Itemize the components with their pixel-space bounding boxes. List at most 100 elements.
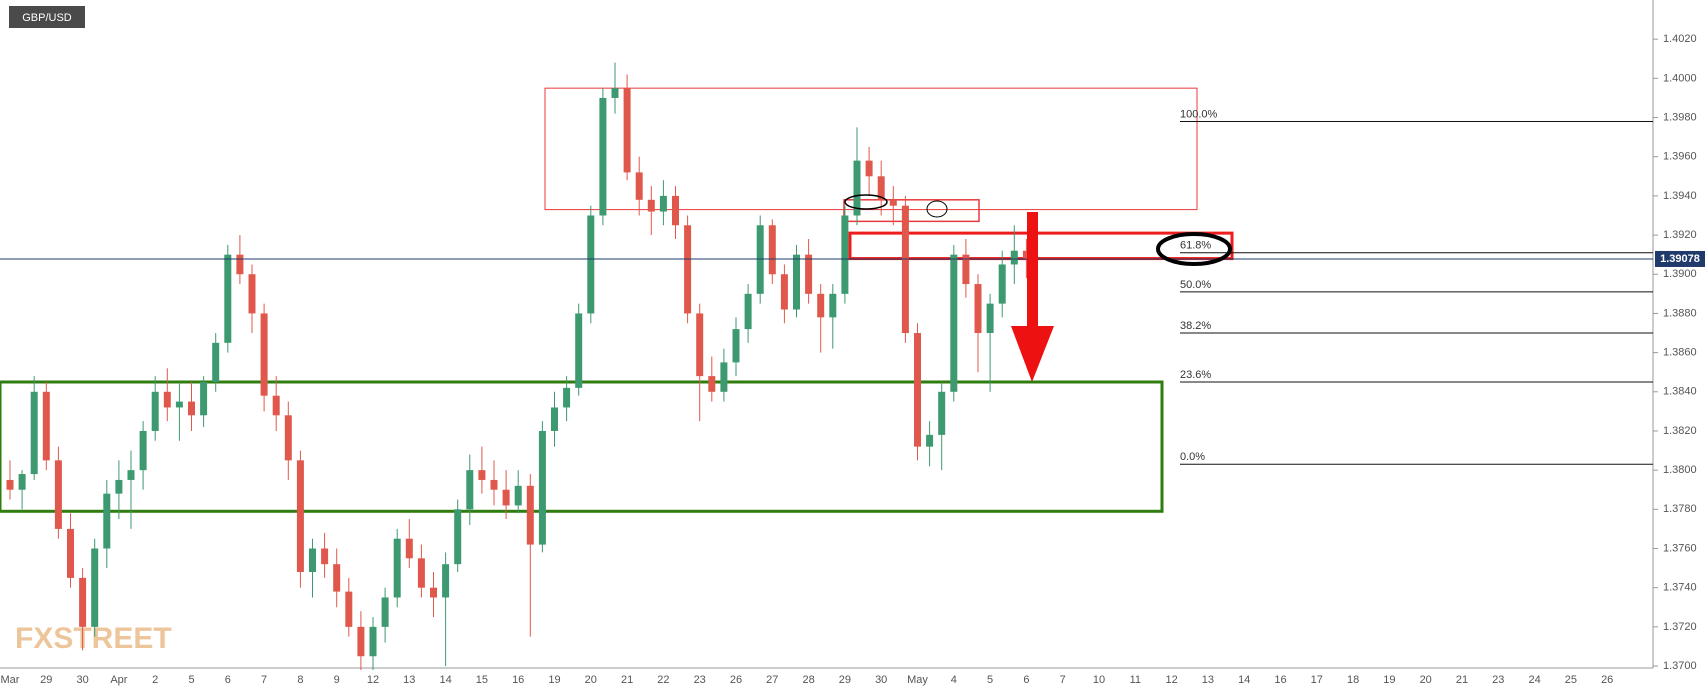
x-tick-label: 7 <box>261 674 267 686</box>
x-tick-label: 6 <box>1023 674 1029 686</box>
x-tick-label: 11 <box>1130 674 1141 686</box>
y-tick-label: 1.3880 <box>1663 307 1697 319</box>
candle-body <box>901 205 909 334</box>
candle-body <box>756 225 764 294</box>
zone <box>544 87 1198 211</box>
candle-body <box>587 215 595 314</box>
fib-label: 61.8% <box>1180 240 1211 252</box>
candle-body <box>6 479 14 490</box>
candle-body <box>478 470 486 480</box>
candle-body <box>659 195 667 212</box>
x-tick-label: 30 <box>875 674 887 686</box>
x-tick-label: 12 <box>367 674 379 686</box>
candle-body <box>611 88 619 98</box>
y-tick-label: 1.3980 <box>1663 111 1697 123</box>
fib-label: 100.0% <box>1180 108 1218 120</box>
candle-body <box>296 460 304 573</box>
candle-body <box>817 293 825 318</box>
candle-body <box>732 329 740 363</box>
x-tick-label: 18 <box>1347 674 1359 686</box>
x-tick-label: May <box>907 674 928 686</box>
x-tick-label: 28 <box>802 674 814 686</box>
last-price-label: 1.39078 <box>1660 253 1700 265</box>
y-tick-label: 1.3840 <box>1663 386 1697 398</box>
x-tick-label: 25 <box>1565 674 1577 686</box>
x-tick-label: 22 <box>657 674 669 686</box>
x-tick-label: Mar <box>1 674 20 686</box>
x-tick-label: 26 <box>730 674 742 686</box>
candle-body <box>744 293 752 330</box>
candle-body <box>623 88 631 173</box>
x-tick-label: 23 <box>1492 674 1504 686</box>
candle-body <box>224 254 232 343</box>
x-tick-label: 23 <box>694 674 706 686</box>
y-tick-label: 1.3940 <box>1663 190 1697 202</box>
candle-body <box>284 415 292 461</box>
x-tick-label: 20 <box>1420 674 1432 686</box>
y-tick-label: 1.3920 <box>1663 229 1697 241</box>
candle-body <box>853 160 861 216</box>
candle-body <box>175 401 183 408</box>
y-tick-label: 1.3780 <box>1663 503 1697 515</box>
candle-body <box>635 172 643 200</box>
x-tick-label: 16 <box>1274 674 1286 686</box>
candle-body <box>780 274 788 310</box>
watermark: FXSTREET <box>15 622 172 655</box>
candle-body <box>1022 250 1030 259</box>
x-tick-label: Apr <box>110 674 127 686</box>
candle-body <box>188 401 195 416</box>
candle-body <box>672 195 679 226</box>
candle-body <box>889 199 897 206</box>
candle-body <box>926 434 934 447</box>
fib-label: 23.6% <box>1180 369 1211 381</box>
x-tick-label: 8 <box>297 674 303 686</box>
candle-body <box>67 528 74 578</box>
candle-body <box>538 430 546 545</box>
candle-body <box>442 564 450 598</box>
y-tick-label: 1.3900 <box>1663 268 1697 280</box>
candle-body <box>563 387 571 408</box>
highlight-ellipse <box>1156 232 1232 266</box>
candle-body <box>417 558 425 588</box>
x-tick-label: 29 <box>40 674 52 686</box>
candle-body <box>91 548 99 627</box>
x-tick-label: 29 <box>839 674 851 686</box>
candle-body <box>1010 250 1018 265</box>
candle-body <box>42 391 50 461</box>
candle-body <box>696 313 704 377</box>
fib-label: 50.0% <box>1180 279 1211 291</box>
candle-body <box>575 313 583 388</box>
candle-body <box>18 474 26 490</box>
fib-label: 38.2% <box>1180 320 1211 332</box>
candle-body <box>309 548 316 573</box>
candle-body <box>127 470 135 480</box>
title-box <box>9 6 85 28</box>
candle-body <box>405 538 413 559</box>
last-price-box <box>1655 250 1705 267</box>
highlight-ellipse <box>926 200 948 218</box>
highlight-ellipse <box>844 194 888 210</box>
x-tick-label: 19 <box>1383 674 1395 686</box>
candle-body <box>938 391 946 435</box>
x-tick-label: 20 <box>585 674 597 686</box>
candle-body <box>502 489 510 506</box>
candle-body <box>393 538 401 598</box>
y-tick-label: 1.3800 <box>1663 464 1697 476</box>
y-tick-label: 1.3740 <box>1663 582 1697 594</box>
y-tick-label: 1.3960 <box>1663 151 1697 163</box>
x-tick-label: 4 <box>951 674 957 686</box>
x-tick-label: 14 <box>439 674 451 686</box>
candle-body <box>865 160 873 177</box>
candle-body <box>430 587 437 598</box>
candle-body <box>998 264 1006 304</box>
y-tick-label: 1.3820 <box>1663 425 1697 437</box>
candle-body <box>357 626 365 657</box>
y-tick-label: 1.4000 <box>1663 72 1697 84</box>
candle-body <box>236 254 244 275</box>
x-tick-label: 9 <box>334 674 340 686</box>
candle-body <box>720 362 728 392</box>
candle-body <box>877 176 885 200</box>
candle-body <box>829 293 837 318</box>
